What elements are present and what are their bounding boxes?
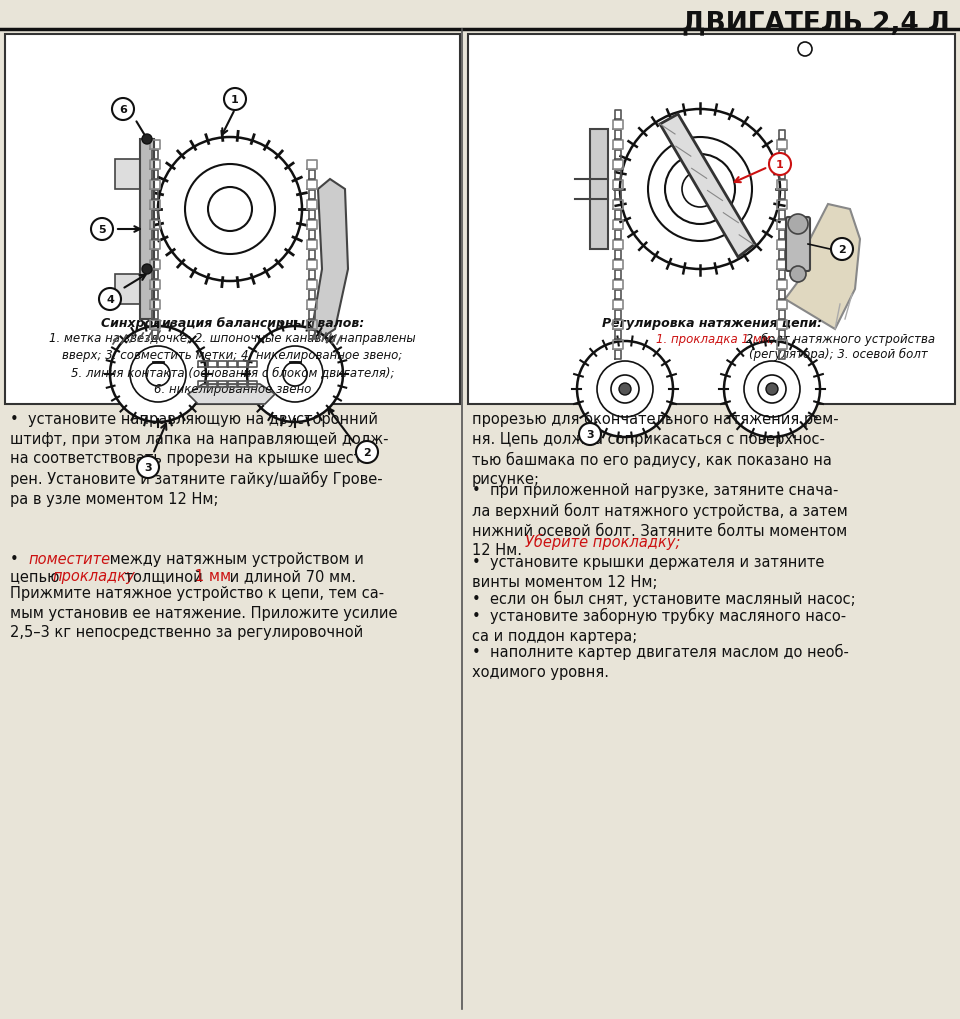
- Circle shape: [142, 135, 152, 145]
- Circle shape: [788, 215, 808, 234]
- Circle shape: [682, 172, 718, 208]
- Circle shape: [724, 341, 820, 437]
- Circle shape: [790, 267, 806, 282]
- Text: 1. метка на звездочке; 2. шпоночные канавки направлены
вверх; 3. совместить метк: 1. метка на звездочке; 2. шпоночные кана…: [49, 331, 416, 395]
- Circle shape: [158, 138, 302, 281]
- Bar: [468, 35, 955, 405]
- Text: между натяжным устройством и: между натяжным устройством и: [105, 551, 364, 567]
- Polygon shape: [188, 384, 275, 405]
- Circle shape: [769, 154, 791, 176]
- Text: цепью: цепью: [10, 569, 64, 584]
- Bar: [140, 140, 154, 320]
- Circle shape: [648, 138, 752, 242]
- Text: 1 мм: 1 мм: [195, 569, 231, 584]
- Circle shape: [356, 441, 378, 464]
- Circle shape: [620, 110, 780, 270]
- Text: и длиной 70 мм.: и длиной 70 мм.: [225, 569, 356, 584]
- Text: Прижмите натяжное устройство к цепи, тем са-
мым установив ее натяжение. Приложи: Прижмите натяжное устройство к цепи, тем…: [10, 586, 397, 640]
- Text: •  если он был снят, установите масляный насос;: • если он был снят, установите масляный …: [472, 590, 855, 606]
- Text: 5: 5: [98, 225, 106, 234]
- Text: •  установите крышки держателя и затяните
винты моментом 12 Нм;: • установите крышки держателя и затяните…: [472, 554, 825, 589]
- Text: Регулировка натяжения цепи:: Регулировка натяжения цепи:: [602, 317, 822, 330]
- Circle shape: [267, 346, 323, 403]
- Circle shape: [744, 362, 800, 418]
- Text: 4: 4: [106, 294, 114, 305]
- Circle shape: [577, 341, 673, 437]
- Circle shape: [185, 165, 275, 255]
- Text: Синхронизация балансирных валов:: Синхронизация балансирных валов:: [101, 317, 364, 330]
- Text: •  наполните картер двигателя маслом до необ-
ходимого уровня.: • наполните картер двигателя маслом до н…: [472, 643, 849, 679]
- Text: ДВИГАТЕЛЬ 2,4 Л: ДВИГАТЕЛЬ 2,4 Л: [683, 10, 950, 36]
- Text: прорезью для окончательного натяжения рем-
ня. Цепь должна соприкасаться с повер: прорезью для окончательного натяжения ре…: [472, 412, 839, 487]
- Circle shape: [619, 383, 631, 395]
- Text: Уберите прокладку;: Уберите прокладку;: [525, 534, 681, 549]
- Text: •  установите направляющую на двусторонний
штифт, при этом лапка на направляющей: • установите направляющую на двусторонни…: [10, 412, 389, 506]
- Polygon shape: [312, 179, 348, 339]
- Circle shape: [579, 424, 601, 445]
- Text: 2. болт натяжного устройства
(регулятора); 3. осевой болт: 2. болт натяжного устройства (регулятора…: [741, 332, 935, 361]
- Circle shape: [130, 346, 186, 403]
- Circle shape: [99, 288, 121, 311]
- Text: прокладку: прокладку: [52, 569, 134, 584]
- Text: 3: 3: [144, 463, 152, 473]
- Polygon shape: [785, 205, 860, 330]
- Text: 1. прокладка 1 мм;: 1. прокладка 1 мм;: [657, 332, 775, 345]
- Circle shape: [110, 327, 206, 423]
- Circle shape: [665, 155, 735, 225]
- Circle shape: [597, 362, 653, 418]
- Circle shape: [146, 363, 170, 386]
- Circle shape: [247, 327, 343, 423]
- Text: 1: 1: [776, 160, 784, 170]
- Circle shape: [112, 99, 134, 121]
- Text: •: •: [10, 551, 28, 567]
- Bar: [115, 160, 140, 190]
- Circle shape: [91, 219, 113, 240]
- Text: 2: 2: [363, 447, 371, 458]
- Text: толщиной: толщиной: [120, 569, 207, 584]
- Circle shape: [798, 43, 812, 57]
- Circle shape: [142, 265, 152, 275]
- Circle shape: [611, 376, 639, 404]
- Circle shape: [137, 457, 159, 479]
- Bar: [115, 275, 140, 305]
- Circle shape: [831, 238, 853, 261]
- Text: •  при приложенной нагрузке, затяните снача-
ла верхний болт натяжного устройств: • при приложенной нагрузке, затяните сна…: [472, 483, 848, 557]
- Circle shape: [283, 363, 307, 386]
- Polygon shape: [660, 115, 755, 258]
- Text: •  установите заборную трубку масляного насо-
са и поддон картера;: • установите заборную трубку масляного н…: [472, 607, 846, 643]
- Circle shape: [758, 376, 786, 404]
- Circle shape: [208, 187, 252, 231]
- Text: поместите: поместите: [28, 551, 110, 567]
- Circle shape: [766, 383, 778, 395]
- Circle shape: [224, 89, 246, 111]
- Text: 3: 3: [587, 430, 594, 439]
- Bar: [5, 35, 460, 405]
- FancyBboxPatch shape: [786, 218, 810, 272]
- Text: 1: 1: [231, 95, 239, 105]
- Bar: [590, 129, 608, 250]
- Text: 6: 6: [119, 105, 127, 115]
- Text: 2: 2: [838, 245, 846, 255]
